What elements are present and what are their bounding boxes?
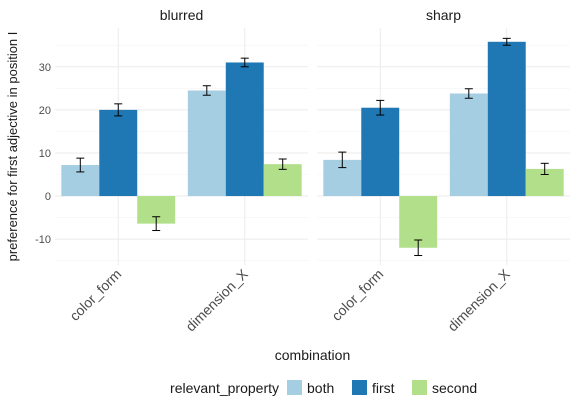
error-bar-blurred-color_form-second (152, 216, 161, 232)
error-bar-sharp-dimension_X-both (464, 88, 473, 99)
bar-sharp-color_form-first (361, 107, 400, 197)
x-tick-label: dimension_X (182, 265, 251, 334)
panel-title: blurred (160, 7, 204, 23)
y-tick-label: -10 (35, 234, 51, 246)
x-tick-label: color_form (328, 266, 386, 324)
y-axis-title: preference for first adjective in positi… (5, 32, 20, 262)
error-bar-blurred-dimension_X-first (240, 57, 249, 68)
error-bar-sharp-dimension_X-second (540, 162, 549, 176)
y-tick-label: 20 (39, 105, 51, 117)
error-bar-blurred-color_form-first (114, 103, 123, 117)
error-bar-sharp-dimension_X-first (502, 37, 511, 46)
x-tick-label: color_form (66, 266, 124, 324)
error-bar-sharp-color_form-first (376, 99, 385, 116)
legend-label-both: both (307, 380, 334, 396)
bar-blurred-dimension_X-first (225, 62, 264, 197)
x-axis-title: combination (275, 347, 351, 363)
error-bar-sharp-color_form-second (414, 239, 423, 257)
legend-swatch-first (352, 380, 367, 395)
legend-swatch-second (412, 380, 427, 395)
bar-blurred-color_form-first (99, 109, 138, 197)
x-tick-label: dimension_X (444, 265, 513, 334)
legend-title: relevant_property (170, 380, 279, 396)
bar-sharp-dimension_X-both (449, 93, 488, 197)
y-tick-label: 0 (45, 191, 51, 203)
bar-blurred-dimension_X-both (187, 90, 226, 197)
legend-label-second: second (432, 380, 477, 396)
error-bar-blurred-dimension_X-second (278, 158, 287, 170)
y-tick-label: 30 (39, 62, 51, 74)
error-bar-blurred-dimension_X-both (202, 85, 211, 96)
y-tick-label: 10 (39, 148, 51, 160)
error-bar-blurred-color_form-both (76, 157, 85, 173)
legend-label-first: first (372, 380, 395, 396)
bar-sharp-dimension_X-first (487, 41, 526, 197)
error-bar-sharp-color_form-both (338, 151, 347, 169)
bar-sharp-color_form-second (399, 196, 438, 248)
legend-swatch-both (287, 380, 302, 395)
panel-title: sharp (426, 7, 461, 23)
